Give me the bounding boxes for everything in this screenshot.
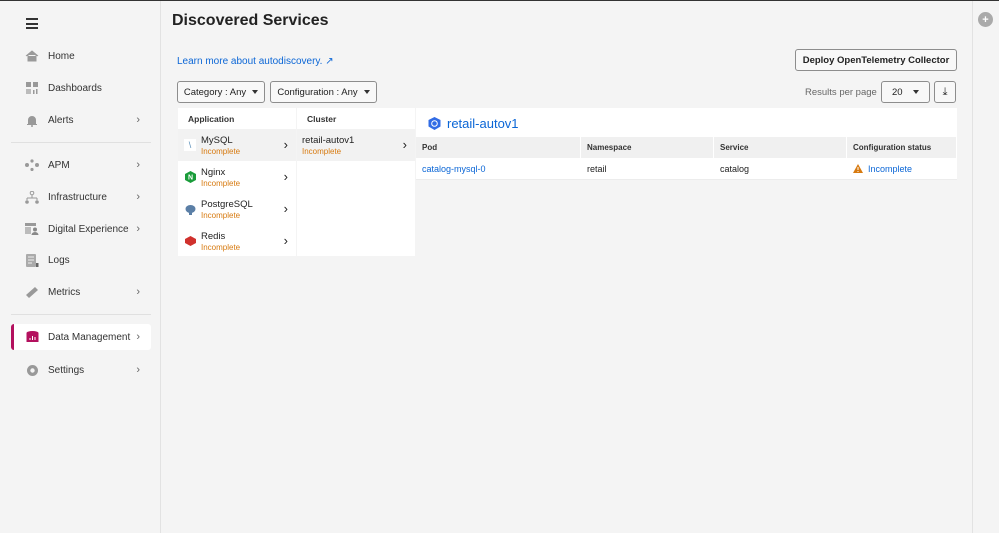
sidebar-item-metrics[interactable]: Metrics ›: [11, 279, 151, 305]
chevron-right-icon: ›: [136, 191, 140, 203]
page-title: Discovered Services: [172, 12, 329, 29]
sidebar-item-logs[interactable]: Logs: [11, 247, 151, 273]
caret-down-icon: [363, 90, 370, 94]
caret-down-icon: [252, 90, 259, 94]
column-header-service: Service: [714, 137, 847, 158]
chevron-right-icon: ›: [136, 223, 140, 235]
redis-icon: [184, 235, 196, 247]
sidebar-item-digital-experience[interactable]: Digital Experience ›: [11, 216, 151, 242]
cluster-list: Cluster retail-autov1 Incomplete ›: [297, 108, 415, 256]
main-content: Discovered Services Learn more about aut…: [161, 1, 972, 533]
column-header-pod: Pod: [416, 137, 581, 158]
external-link-icon: ↗: [325, 56, 334, 67]
configuration-status-cell: Incomplete: [847, 158, 957, 180]
download-button[interactable]: ⤓: [934, 81, 956, 103]
metrics-icon: [25, 286, 39, 299]
chevron-right-icon: ›: [283, 201, 288, 216]
cluster-header: Cluster: [307, 113, 337, 124]
namespace-cell: retail: [581, 158, 714, 180]
chevron-right-icon: ›: [402, 137, 407, 152]
apm-icon: [25, 159, 39, 172]
cluster-detail-title: retail-autov1: [428, 116, 519, 131]
sidebar-item-data-management[interactable]: Data Management ›: [11, 324, 151, 350]
dashboards-icon: [25, 82, 39, 95]
digital-experience-icon: [25, 223, 39, 236]
sidebar: Home Dashboards Alerts › APM › Infrastruct…: [0, 1, 161, 533]
sidebar-item-home[interactable]: Home: [11, 43, 151, 69]
application-item-redis[interactable]: Redis Incomplete ›: [178, 225, 296, 257]
application-header: Application: [188, 113, 235, 124]
chevron-right-icon: ›: [136, 159, 140, 171]
bell-icon: [25, 114, 39, 127]
nginx-icon: N: [184, 171, 196, 183]
infrastructure-icon: [25, 190, 39, 204]
category-filter[interactable]: Category : Any: [177, 81, 265, 103]
warning-icon: [853, 164, 863, 173]
caret-down-icon: [913, 90, 919, 94]
sidebar-item-apm[interactable]: APM ›: [11, 152, 151, 178]
configuration-status-link[interactable]: Incomplete: [868, 163, 913, 174]
top-border: [0, 0, 999, 1]
data-management-icon: [25, 331, 39, 344]
right-rail: +: [972, 1, 999, 533]
kubernetes-icon: [428, 117, 441, 130]
mysql-icon: \: [184, 139, 196, 151]
cluster-detail: retail-autov1 Pod Namespace Service Conf…: [416, 108, 957, 180]
service-cell: catalog: [714, 158, 847, 180]
chevron-right-icon: ›: [283, 169, 288, 184]
home-icon: [25, 50, 39, 63]
svg-text:N: N: [187, 175, 192, 182]
sidebar-divider: [11, 142, 151, 143]
results-per-page-select[interactable]: 20: [881, 81, 930, 103]
deploy-collector-button[interactable]: Deploy OpenTelemetry Collector: [795, 49, 957, 71]
chevron-right-icon: ›: [283, 233, 288, 248]
application-list: Application \ MySQL Incomplete › N Nginx I…: [178, 108, 296, 256]
application-item-nginx[interactable]: N Nginx Incomplete ›: [178, 161, 296, 193]
chevron-right-icon: ›: [136, 286, 140, 298]
add-icon[interactable]: +: [978, 12, 993, 27]
application-item-mysql[interactable]: \ MySQL Incomplete ›: [178, 129, 296, 161]
configuration-filter[interactable]: Configuration : Any: [270, 81, 377, 103]
sidebar-item-settings[interactable]: Settings ›: [11, 357, 151, 383]
chevron-right-icon: ›: [136, 331, 140, 343]
chevron-right-icon: ›: [283, 137, 288, 152]
sidebar-item-infrastructure[interactable]: Infrastructure ›: [11, 184, 151, 210]
column-header-configuration-status: Configuration status: [847, 137, 957, 158]
sidebar-item-alerts[interactable]: Alerts ›: [11, 107, 151, 133]
pod-link[interactable]: catalog-mysql-0: [416, 158, 581, 180]
logs-icon: [25, 253, 39, 267]
gear-icon: [25, 364, 39, 377]
learn-more-link[interactable]: Learn more about autodiscovery. ↗: [177, 56, 334, 67]
sidebar-divider: [11, 314, 151, 315]
cluster-item[interactable]: retail-autov1 Incomplete ›: [297, 129, 415, 161]
sidebar-item-dashboards[interactable]: Dashboards: [11, 75, 151, 101]
chevron-right-icon: ›: [136, 364, 140, 376]
column-header-namespace: Namespace: [581, 137, 714, 158]
detail-table: Pod Namespace Service Configuration stat…: [416, 137, 957, 180]
download-icon: ⤓: [942, 85, 948, 98]
postgresql-icon: [184, 203, 196, 215]
chevron-right-icon: ›: [136, 114, 140, 126]
application-item-postgresql[interactable]: PostgreSQL Incomplete ›: [178, 193, 296, 225]
menu-icon[interactable]: [26, 18, 38, 29]
results-per-page-label: Results per page: [805, 87, 877, 98]
